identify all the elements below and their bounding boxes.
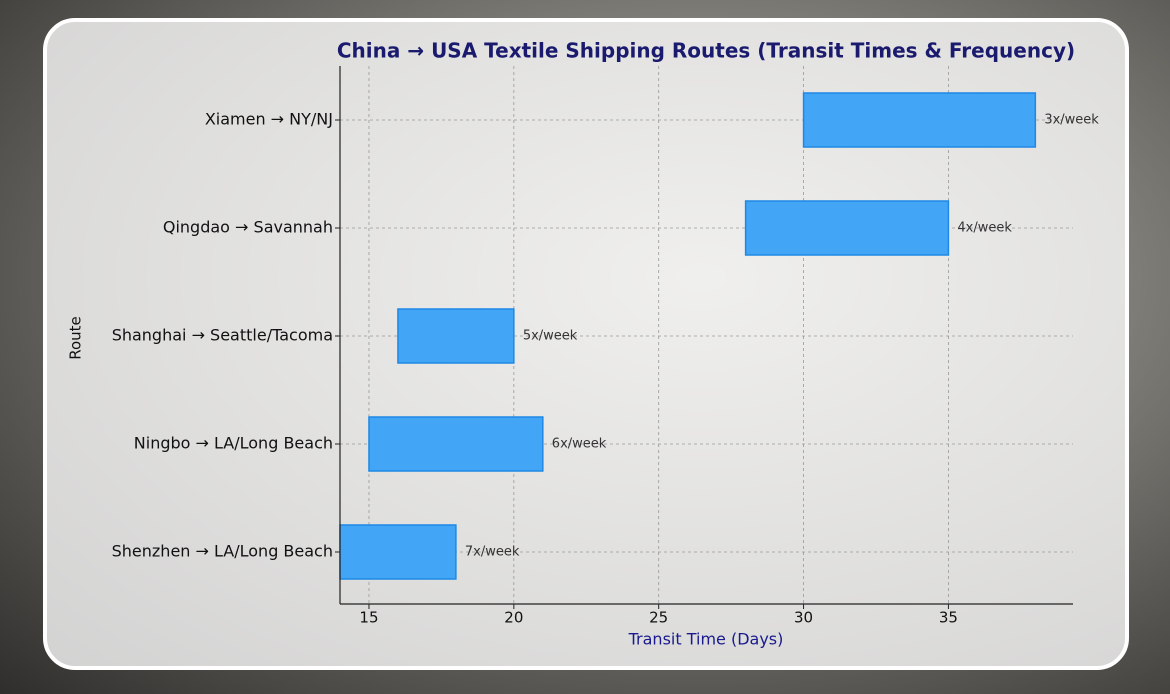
x-axis-label: Transit Time (Days) — [628, 630, 784, 649]
y-tick-label: Xiamen → NY/NJ — [205, 110, 333, 129]
bar-annotation: 6x/week — [552, 437, 607, 452]
bar-annotation: 3x/week — [1044, 113, 1099, 128]
x-tick-label: 15 — [359, 609, 378, 627]
chart-title: China → USA Textile Shipping Routes (Tra… — [337, 39, 1075, 63]
bar — [802, 92, 1037, 148]
x-tick-label: 35 — [939, 609, 958, 627]
x-tick-label: 20 — [504, 609, 523, 627]
y-tick-label: Qingdao → Savannah — [163, 218, 333, 237]
x-tick-label: 30 — [794, 609, 813, 627]
bar-annotation: 7x/week — [465, 545, 520, 560]
y-tick-label: Shanghai → Seattle/Tacoma — [112, 326, 333, 345]
panel — [43, 18, 1129, 670]
y-axis-label: Route — [67, 316, 85, 360]
bar — [339, 524, 457, 580]
x-tick-label: 25 — [649, 609, 668, 627]
bar — [744, 200, 950, 256]
bar — [397, 308, 515, 364]
bar-annotation: 5x/week — [523, 329, 578, 344]
y-tick-label: Ningbo → LA/Long Beach — [134, 434, 333, 453]
y-tick-label: Shenzhen → LA/Long Beach — [112, 542, 333, 561]
bar-annotation: 4x/week — [957, 221, 1012, 236]
bar — [368, 416, 544, 472]
